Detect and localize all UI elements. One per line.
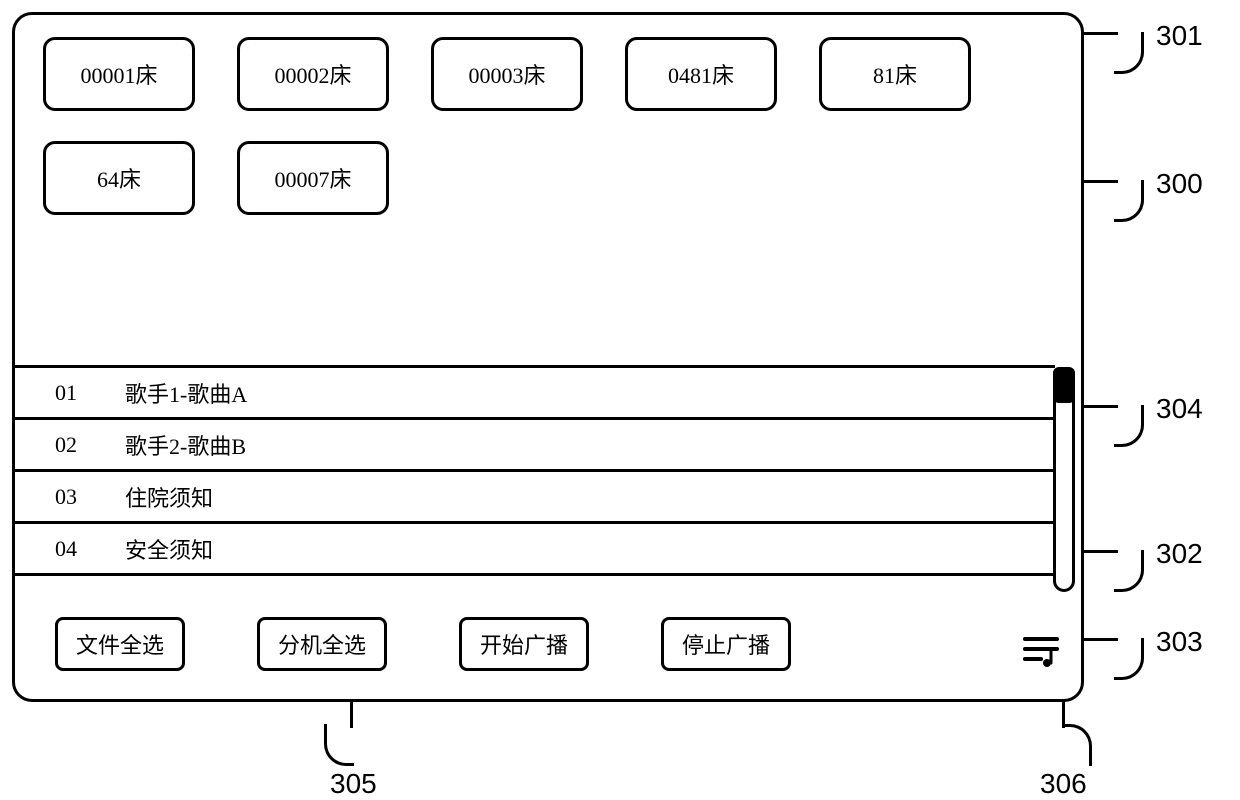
- bed-button[interactable]: 00001床: [43, 37, 195, 111]
- playlist-index: 02: [55, 432, 125, 458]
- bed-button[interactable]: 81床: [819, 37, 971, 111]
- stop-broadcast-button[interactable]: 停止广播: [661, 617, 791, 671]
- start-broadcast-button[interactable]: 开始广播: [459, 617, 589, 671]
- button-bar: 文件全选 分机全选 开始广播 停止广播: [55, 617, 791, 671]
- leader-curve: [1114, 550, 1144, 592]
- bed-button[interactable]: 00007床: [237, 141, 389, 215]
- callout-303: 303: [1156, 626, 1203, 658]
- bed-button[interactable]: 00002床: [237, 37, 389, 111]
- leader-curve: [1114, 32, 1144, 74]
- bed-button[interactable]: 64床: [43, 141, 195, 215]
- main-panel: 00001床 00002床 00003床 0481床 81床 64床 00007…: [12, 12, 1084, 702]
- playlist-row[interactable]: 01 歌手1-歌曲A: [15, 368, 1055, 420]
- playlist-row[interactable]: 03 住院须知: [15, 472, 1055, 524]
- leader-line: [1084, 32, 1118, 35]
- bed-label: 00003床: [468, 58, 545, 90]
- callout-304: 304: [1156, 393, 1203, 425]
- playlist-title: 歌手1-歌曲A: [125, 377, 247, 409]
- callout-301: 301: [1156, 20, 1203, 52]
- bed-label: 64床: [97, 162, 141, 194]
- select-all-extensions-button[interactable]: 分机全选: [257, 617, 387, 671]
- callout-302: 302: [1156, 538, 1203, 570]
- playlist-row[interactable]: 02 歌手2-歌曲B: [15, 420, 1055, 472]
- leader-curve: [1114, 405, 1144, 447]
- callout-305: 305: [330, 768, 377, 800]
- playlist-row[interactable]: 04 安全须知: [15, 524, 1055, 576]
- playlist-index: 01: [55, 380, 125, 406]
- bed-label: 81床: [873, 58, 917, 90]
- playlist-title: 安全须知: [125, 533, 213, 565]
- leader-curve: [1114, 180, 1144, 222]
- scrollbar-thumb[interactable]: [1053, 367, 1075, 403]
- bed-grid: 00001床 00002床 00003床 0481床 81床 64床 00007…: [43, 37, 1053, 215]
- leader-line: [1084, 550, 1118, 553]
- bed-button[interactable]: 00003床: [431, 37, 583, 111]
- callout-300: 300: [1156, 168, 1203, 200]
- bed-label: 00002床: [274, 58, 351, 90]
- playlist-index: 04: [55, 536, 125, 562]
- bed-label: 0481床: [668, 58, 734, 90]
- playlist-title: 歌手2-歌曲B: [125, 429, 246, 461]
- leader-curve: [1062, 724, 1092, 766]
- playlist-queue-icon[interactable]: [1021, 633, 1061, 669]
- leader-curve: [1114, 638, 1144, 680]
- leader-curve: [324, 724, 354, 766]
- callout-306: 306: [1040, 768, 1087, 800]
- leader-line: [1084, 638, 1118, 641]
- playlist-index: 03: [55, 484, 125, 510]
- select-all-files-button[interactable]: 文件全选: [55, 617, 185, 671]
- bed-button[interactable]: 0481床: [625, 37, 777, 111]
- playlist-title: 住院须知: [125, 481, 213, 513]
- bed-label: 00001床: [80, 58, 157, 90]
- leader-line: [1084, 405, 1118, 408]
- playlist: 01 歌手1-歌曲A 02 歌手2-歌曲B 03 住院须知 04 安全须知: [15, 365, 1055, 576]
- bed-label: 00007床: [274, 162, 351, 194]
- scrollbar[interactable]: [1053, 367, 1075, 592]
- leader-line: [1084, 180, 1118, 183]
